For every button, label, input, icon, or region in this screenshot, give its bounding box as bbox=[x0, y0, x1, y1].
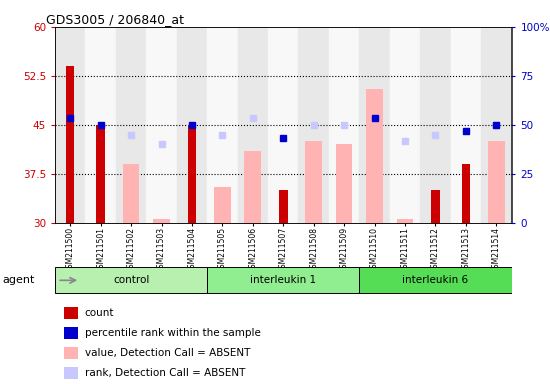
Bar bbox=[123, 164, 140, 223]
Bar bbox=[64, 367, 78, 379]
Bar bbox=[481, 27, 512, 223]
Text: value, Detection Call = ABSENT: value, Detection Call = ABSENT bbox=[85, 348, 250, 358]
Text: agent: agent bbox=[3, 275, 35, 285]
Bar bbox=[359, 267, 512, 293]
Bar bbox=[420, 27, 450, 223]
Bar bbox=[461, 164, 470, 223]
Bar bbox=[244, 151, 261, 223]
Bar bbox=[188, 125, 196, 223]
Bar bbox=[238, 27, 268, 223]
Bar bbox=[55, 267, 207, 293]
Bar bbox=[55, 27, 85, 223]
Bar bbox=[116, 27, 146, 223]
Bar bbox=[390, 27, 420, 223]
Bar bbox=[268, 27, 299, 223]
Bar bbox=[207, 27, 238, 223]
Bar bbox=[207, 267, 359, 293]
Bar bbox=[329, 27, 359, 223]
Bar bbox=[431, 190, 439, 223]
Bar bbox=[146, 27, 177, 223]
Bar bbox=[366, 89, 383, 223]
Bar bbox=[64, 307, 78, 319]
Bar bbox=[96, 125, 105, 223]
Text: rank, Detection Call = ABSENT: rank, Detection Call = ABSENT bbox=[85, 368, 245, 378]
Text: percentile rank within the sample: percentile rank within the sample bbox=[85, 328, 261, 338]
Bar bbox=[279, 190, 288, 223]
Bar bbox=[64, 327, 78, 339]
Bar bbox=[397, 220, 414, 223]
Bar bbox=[153, 220, 170, 223]
Bar bbox=[66, 66, 74, 223]
Text: control: control bbox=[113, 275, 149, 285]
Text: interleukin 6: interleukin 6 bbox=[403, 275, 469, 285]
Bar bbox=[336, 144, 353, 223]
Text: GDS3005 / 206840_at: GDS3005 / 206840_at bbox=[46, 13, 184, 26]
Bar bbox=[214, 187, 231, 223]
Bar bbox=[85, 27, 116, 223]
Text: interleukin 1: interleukin 1 bbox=[250, 275, 316, 285]
Text: count: count bbox=[85, 308, 114, 318]
Bar bbox=[450, 27, 481, 223]
Bar bbox=[359, 27, 390, 223]
Bar bbox=[299, 27, 329, 223]
Bar bbox=[488, 141, 505, 223]
Bar bbox=[305, 141, 322, 223]
Bar bbox=[177, 27, 207, 223]
Bar bbox=[64, 347, 78, 359]
